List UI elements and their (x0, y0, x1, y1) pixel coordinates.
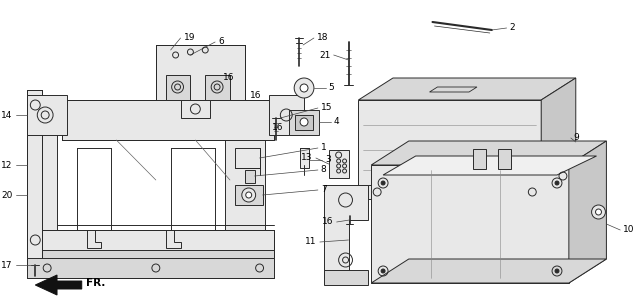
Polygon shape (235, 185, 262, 205)
Polygon shape (28, 258, 275, 278)
Text: 2: 2 (509, 23, 515, 32)
Polygon shape (180, 100, 210, 118)
Polygon shape (300, 148, 309, 168)
Text: 21: 21 (319, 50, 331, 59)
Text: 6: 6 (218, 38, 224, 46)
Circle shape (555, 181, 559, 185)
Circle shape (596, 209, 602, 215)
Polygon shape (35, 275, 82, 295)
Text: 16: 16 (322, 218, 333, 226)
Text: 19: 19 (184, 34, 195, 43)
Polygon shape (368, 185, 386, 199)
Circle shape (300, 84, 308, 92)
Circle shape (381, 181, 385, 185)
Polygon shape (295, 115, 313, 130)
Polygon shape (28, 110, 57, 230)
Text: 9: 9 (574, 134, 580, 142)
Text: 8: 8 (321, 166, 326, 175)
Text: 5: 5 (329, 83, 335, 92)
Text: 16: 16 (223, 74, 234, 82)
Circle shape (300, 118, 308, 126)
Circle shape (246, 192, 252, 198)
Polygon shape (371, 259, 607, 283)
Polygon shape (358, 100, 541, 185)
Circle shape (242, 188, 255, 202)
Text: 17: 17 (1, 260, 13, 269)
Polygon shape (324, 270, 368, 285)
Text: 20: 20 (1, 190, 13, 200)
Text: 15: 15 (321, 103, 332, 112)
Polygon shape (244, 170, 255, 183)
Polygon shape (324, 185, 368, 278)
Circle shape (294, 78, 314, 98)
Text: 16: 16 (250, 91, 261, 100)
Text: 4: 4 (333, 118, 339, 127)
Text: 12: 12 (1, 160, 13, 169)
Circle shape (555, 269, 559, 273)
Polygon shape (28, 230, 275, 258)
Text: 16: 16 (273, 124, 284, 133)
Polygon shape (358, 78, 576, 100)
Polygon shape (289, 110, 319, 135)
Text: 13: 13 (301, 154, 313, 163)
Text: 14: 14 (1, 110, 13, 119)
Text: 11: 11 (305, 238, 317, 247)
Polygon shape (62, 100, 275, 140)
Text: 3: 3 (325, 155, 330, 164)
Text: 1: 1 (321, 143, 326, 152)
Polygon shape (28, 90, 42, 265)
Polygon shape (225, 140, 264, 230)
Polygon shape (546, 166, 574, 193)
Polygon shape (498, 149, 511, 169)
Circle shape (381, 269, 385, 273)
Polygon shape (205, 75, 230, 100)
Polygon shape (28, 95, 67, 135)
Text: FR.: FR. (86, 278, 105, 288)
Polygon shape (473, 149, 486, 169)
Polygon shape (383, 156, 596, 175)
Polygon shape (569, 141, 607, 283)
Polygon shape (371, 141, 607, 165)
Polygon shape (166, 75, 191, 100)
Polygon shape (156, 45, 244, 100)
Polygon shape (329, 150, 349, 178)
Polygon shape (269, 95, 304, 135)
Text: 18: 18 (317, 34, 328, 43)
Polygon shape (28, 250, 275, 270)
Text: 7: 7 (321, 185, 326, 194)
Polygon shape (541, 78, 576, 185)
Text: 10: 10 (623, 226, 635, 235)
Polygon shape (524, 185, 541, 199)
Polygon shape (371, 165, 569, 283)
Polygon shape (235, 148, 260, 168)
Circle shape (591, 205, 605, 219)
